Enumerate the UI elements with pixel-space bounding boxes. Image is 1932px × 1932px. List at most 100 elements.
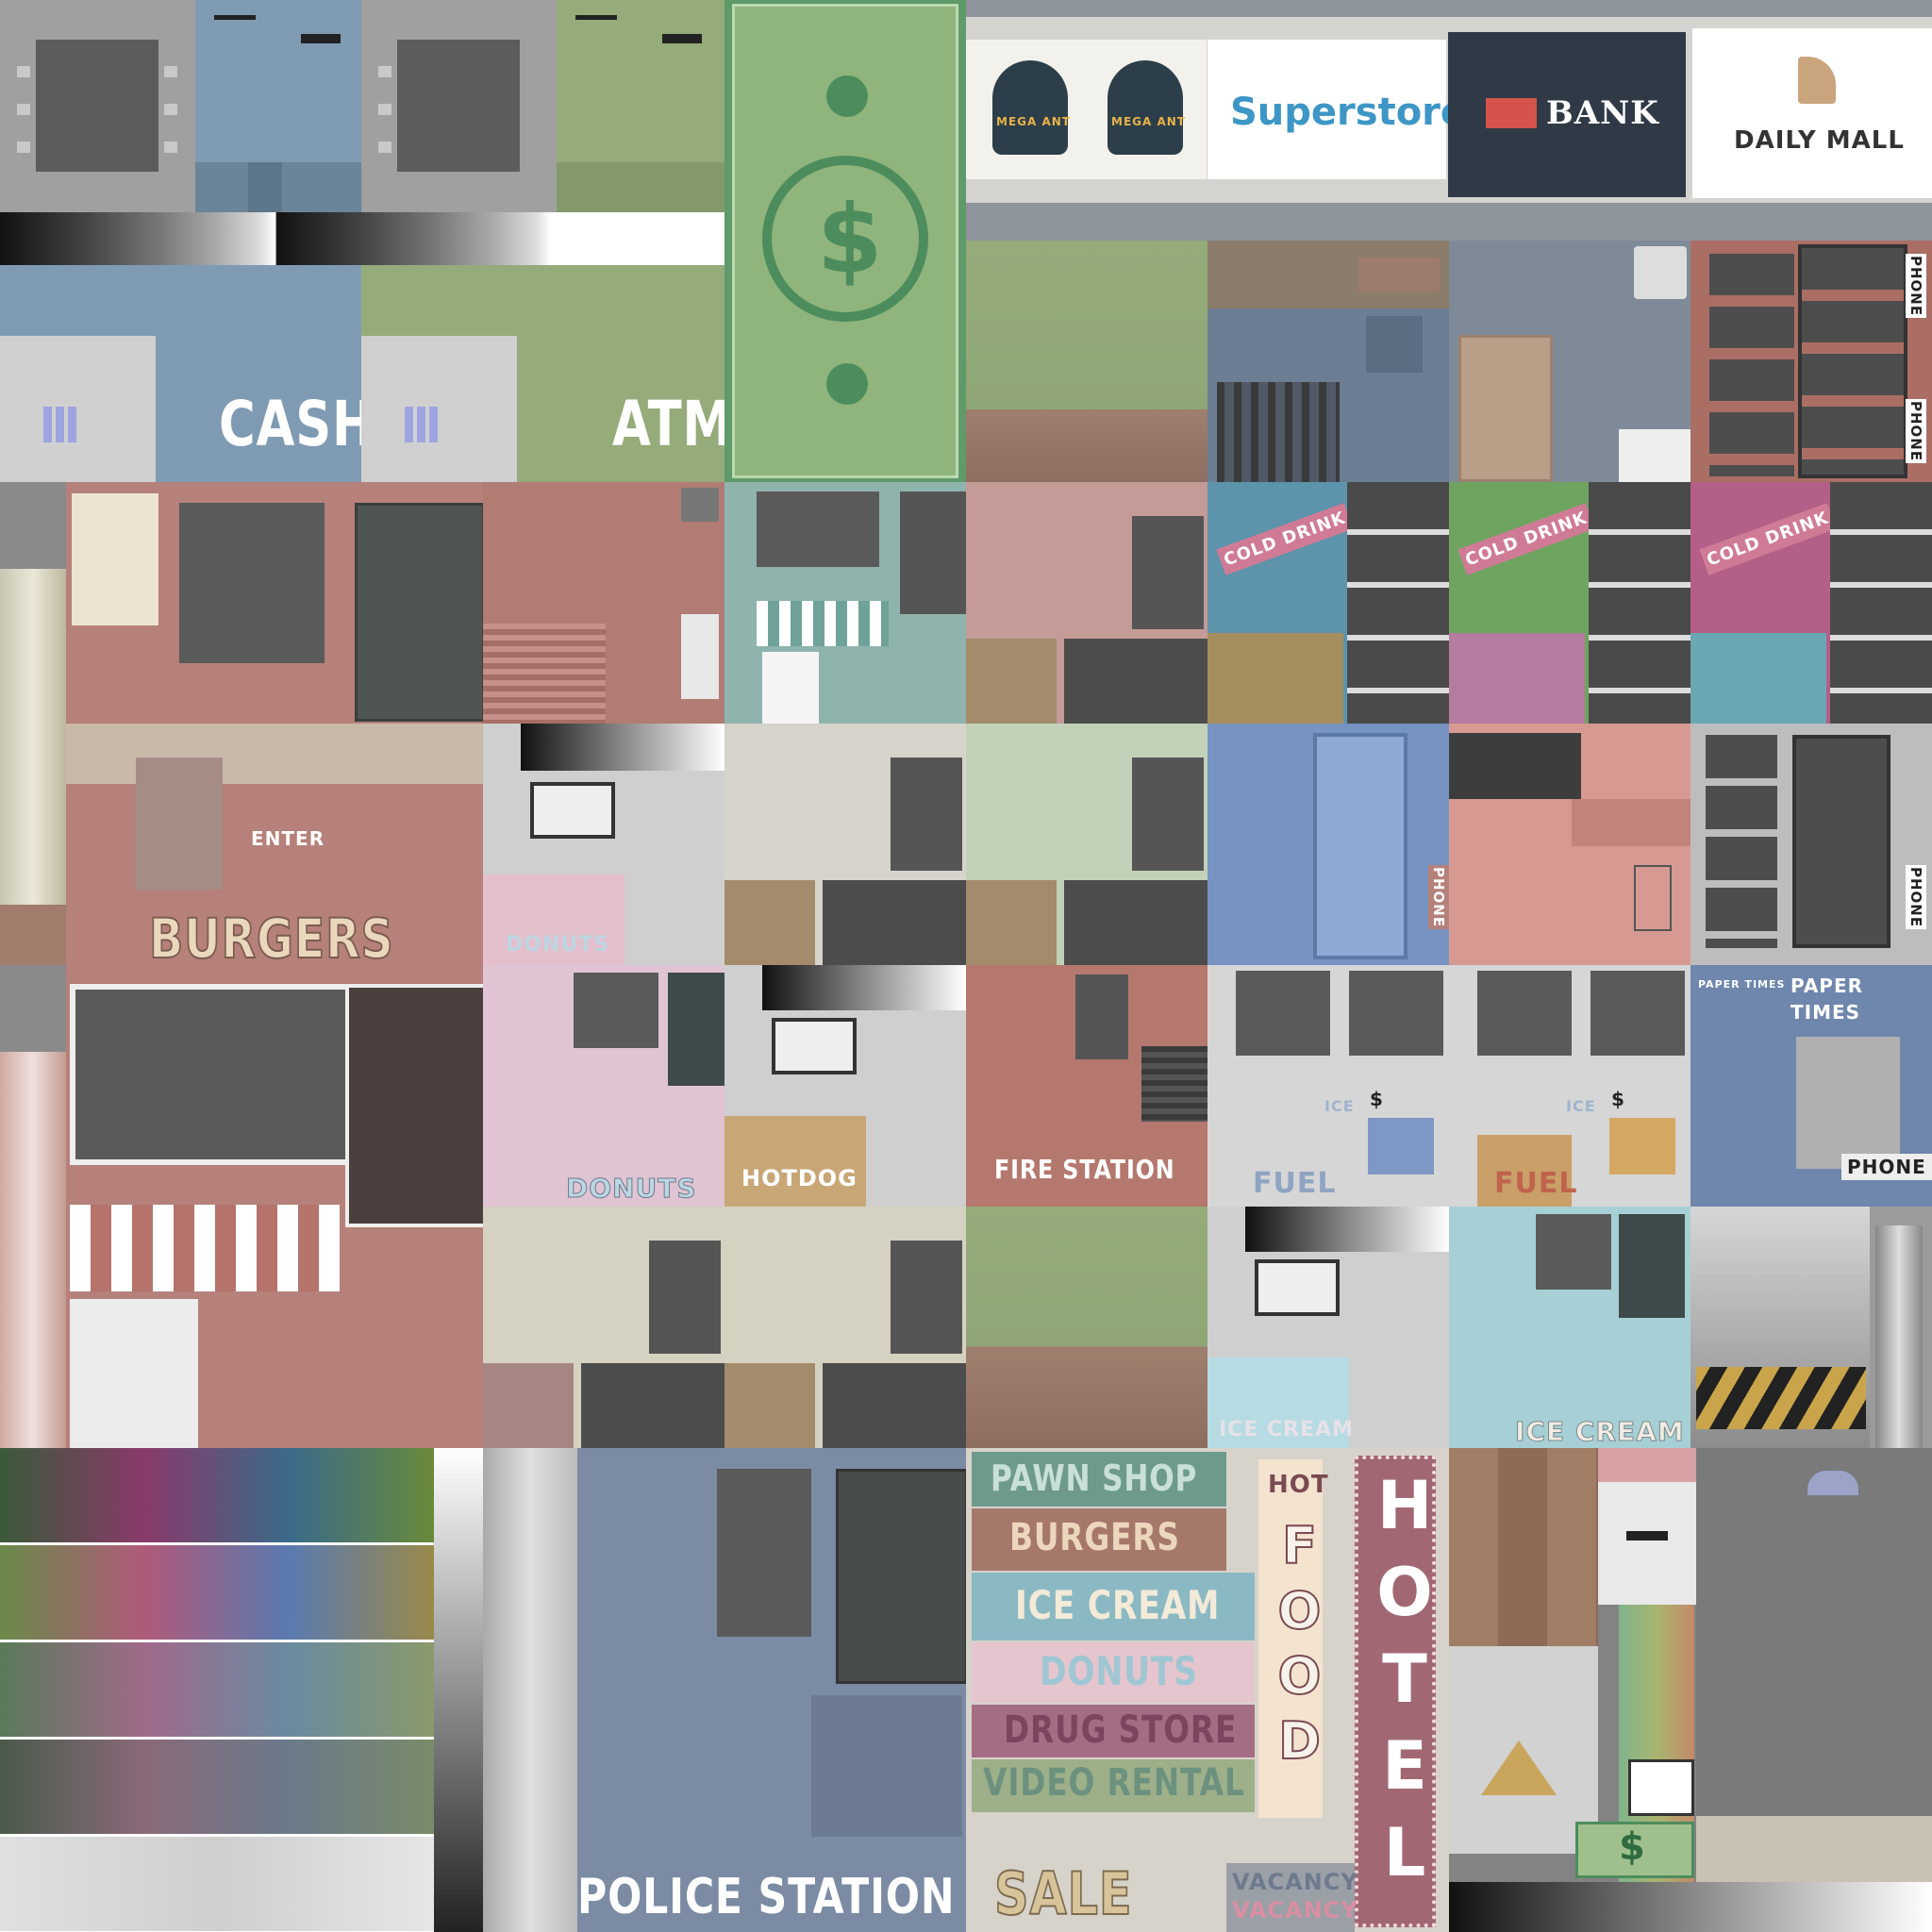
vacancy-label: VACANCY — [1232, 1869, 1358, 1895]
vacancy-label-lit: VACANCY — [1232, 1897, 1358, 1924]
machinery-blue-tile — [1208, 241, 1449, 482]
phone-label: PHONE — [1906, 254, 1926, 319]
cold-drink-vending-blue: COLD DRINK — [1208, 482, 1449, 724]
pillar-tile — [0, 482, 66, 965]
menu-board — [72, 493, 158, 625]
newspaper-phone-tile: PAPER TIMES PAPER TIMES PHONE — [1690, 965, 1932, 1207]
phone-sign: PHONE — [1841, 1154, 1932, 1180]
police-station-front: POLICE STATION — [483, 1448, 966, 1932]
fire-station-sign: FIRE STATION — [994, 1154, 1175, 1185]
donut-shop-parts: DONUTS — [483, 724, 724, 965]
warning-triangle-icon — [1481, 1740, 1557, 1795]
police-station-sign: POLICE STATION — [577, 1869, 956, 1925]
atm-sign-panel: ATM — [361, 265, 724, 482]
video-rental-sign: VIDEO RENTAL — [983, 1761, 1245, 1805]
atm-machine-part-green — [557, 0, 724, 212]
ice-cream-sign-2: ICE CREAM — [1015, 1582, 1221, 1628]
hotdog-sign: HOTDOG — [741, 1165, 858, 1191]
megaant-logo-banner: MEGA ANT MEGA ANT — [966, 40, 1207, 179]
pillar-pink-tile — [0, 965, 66, 1448]
storefront-beige-tile-1 — [483, 1207, 724, 1448]
house-icon — [1807, 1471, 1858, 1495]
burger-shop-facade: ENTER BURGERS — [66, 482, 483, 965]
dollar-bill-texture: $ — [724, 0, 966, 482]
sale-sign: SALE — [993, 1858, 1133, 1929]
speaker-icon — [1634, 246, 1687, 299]
ant-logo-icon — [1108, 60, 1183, 155]
phone-label: PHONE — [1428, 865, 1449, 930]
paper-times-small: PAPER TIMES — [1698, 978, 1786, 991]
cash-machine-part-gray — [0, 0, 195, 212]
atm-label: ATM — [612, 388, 724, 460]
ice-cream-label: ICE CREAM — [1219, 1418, 1355, 1441]
striped-awning — [70, 1205, 340, 1291]
ice-cream-sign: ICE CREAM — [1515, 1416, 1685, 1448]
fuel-label: FUEL — [1494, 1167, 1578, 1200]
paper-times-line1: PAPER — [1790, 974, 1864, 997]
interior-wall-tile — [1449, 241, 1690, 482]
donuts-sign: DONUTS — [565, 1173, 697, 1205]
daily-mall-banner: DAILY MALL — [1692, 28, 1932, 198]
screen-panel — [36, 40, 158, 172]
daily-mall-logo-icon — [1798, 57, 1836, 104]
color-palette-swatches — [0, 1448, 483, 1932]
dollar-bill-symbol: $ — [1619, 1825, 1646, 1869]
store-banner-strip: MEGA ANT MEGA ANT Superstore BANK DAILY … — [966, 0, 1932, 241]
mailbox — [1598, 1482, 1696, 1605]
grass-dirt-tile-2 — [966, 1207, 1208, 1448]
cold-drink-vending-green: COLD DRINK — [1449, 482, 1690, 724]
payphone — [1796, 1037, 1900, 1169]
brick-wall-tile — [483, 482, 724, 724]
keypad-icon — [405, 407, 441, 442]
donuts-label: DONUTS — [506, 933, 610, 957]
restroom-door-tile: PHONE — [1208, 724, 1449, 965]
paper-times-line2: TIMES — [1790, 1001, 1861, 1024]
superstore-banner: Superstore — [1208, 40, 1466, 179]
storefront-gray-tile — [724, 724, 966, 965]
concrete-barrier-tile — [1690, 1207, 1932, 1448]
fuel-label: FUEL — [1253, 1167, 1337, 1200]
burgers-sign-2: BURGERS — [1009, 1516, 1180, 1559]
phone-booth-doors-tile: PHONE PHONE — [1690, 241, 1932, 482]
cold-drink-label: COLD DRINK — [1216, 503, 1354, 575]
phone-label: PHONE — [1906, 865, 1926, 930]
pink-machine-tile — [1449, 724, 1690, 965]
shop-door — [355, 503, 483, 722]
dollar-bill-icon — [1575, 1822, 1694, 1878]
ice-cream-shop-front: ICE CREAM — [1449, 1207, 1690, 1448]
hotel-sign — [1355, 1456, 1436, 1927]
dollar-sign-icon: $ — [817, 184, 884, 294]
ice-cream-shop-parts: ICE CREAM — [1208, 1207, 1449, 1448]
ice-label: ICE — [1566, 1097, 1596, 1115]
dollar-label: $ — [1370, 1088, 1384, 1110]
cold-drink-vending-magenta: COLD DRINK — [1690, 482, 1932, 724]
hotdog-shop-front: HOTDOG — [724, 965, 966, 1207]
fuel-pump-tile-2: ICE $ FUEL — [1449, 965, 1690, 1207]
storefront-beige-tile-2 — [724, 1207, 966, 1448]
enter-label: ENTER — [251, 827, 325, 850]
hazard-stripes — [1696, 1367, 1866, 1429]
pawn-shop-sign: PAWN SHOP — [991, 1457, 1198, 1499]
cash-label: CASH — [219, 388, 361, 460]
ant-logo-icon — [992, 60, 1068, 155]
cold-drink-label: COLD DRINK — [1457, 503, 1595, 575]
cold-drink-label: COLD DRINK — [1699, 503, 1837, 575]
shop-window — [179, 503, 325, 663]
burger-shop-front — [66, 965, 483, 1448]
grayscale-strip — [0, 212, 724, 265]
hot-food-sign — [1258, 1459, 1323, 1818]
cash-sign-panel: CASH — [0, 265, 361, 482]
cabinet-door — [1458, 335, 1553, 482]
double-door-tile: PHONE — [1690, 724, 1932, 965]
phone-label: PHONE — [1906, 399, 1926, 464]
restroom-door — [1313, 733, 1407, 959]
misc-props-tile: $ — [1449, 1448, 1932, 1932]
atm-machine-part-gray — [361, 0, 557, 212]
hotel-label: HOTEL — [1366, 1467, 1443, 1901]
drug-store-sign: DRUG STORE — [1004, 1708, 1238, 1752]
shop-signs-sheet: PAWN SHOP BURGERS ICE CREAM DONUTS DRUG … — [966, 1448, 1449, 1932]
ice-label: ICE — [1324, 1097, 1355, 1115]
grass-dirt-tile — [966, 241, 1208, 482]
bank-logo-icon — [1486, 98, 1537, 128]
donuts-sign-2: DONUTS — [1040, 1648, 1198, 1694]
